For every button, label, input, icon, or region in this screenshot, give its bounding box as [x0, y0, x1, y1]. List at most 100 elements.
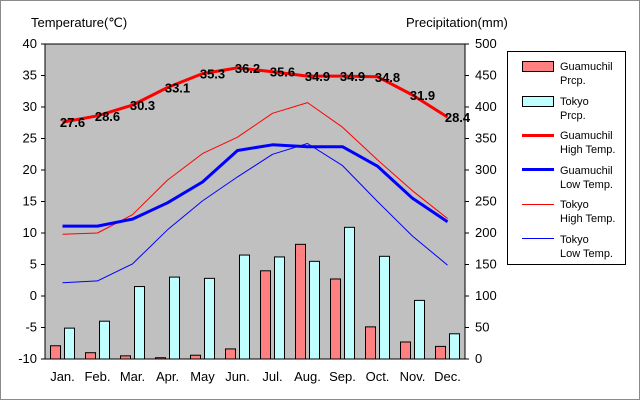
- x-tick-label: Apr.: [156, 369, 179, 384]
- x-tick-label: Oct.: [366, 369, 390, 384]
- bar-guamuchil-prcp: [330, 278, 341, 360]
- data-label: 36.2: [235, 61, 260, 76]
- right-tick-label: 150: [475, 257, 497, 272]
- right-tick-label: 200: [475, 225, 497, 240]
- right-tick-label: 250: [475, 194, 497, 209]
- bar-tokyo-prcp: [449, 333, 460, 360]
- line-tokyo-low-temp: [62, 143, 448, 284]
- right-tick-label: 500: [475, 36, 497, 51]
- legend-label: Guamuchil Prcp.: [560, 60, 613, 88]
- bar-guamuchil-prcp: [190, 354, 201, 360]
- right-tick-label: 0: [475, 351, 482, 366]
- bar-tokyo-prcp: [414, 299, 425, 360]
- bar-guamuchil-prcp: [365, 326, 376, 360]
- legend-item: Guamuchil Prcp.: [508, 58, 627, 92]
- legend-label-line1: Tokyo: [560, 233, 589, 246]
- data-label: 30.3: [130, 98, 155, 113]
- bar-guamuchil-prcp: [295, 243, 306, 360]
- bar-tokyo-prcp: [134, 286, 145, 360]
- left-tick-label: 40: [23, 36, 37, 51]
- legend-label: Guamuchil High Temp.: [560, 129, 615, 157]
- bar-tokyo-prcp: [239, 254, 250, 360]
- left-tick-label: 0: [30, 288, 37, 303]
- bar-tokyo-prcp: [379, 255, 390, 360]
- right-tick-label: 100: [475, 288, 497, 303]
- bar-guamuchil-prcp: [400, 341, 411, 360]
- left-axis-title: Temperature(℃): [31, 15, 128, 30]
- x-tick-label: Nov.: [400, 369, 426, 384]
- bar-guamuchil-prcp: [260, 270, 271, 360]
- bar-tokyo-prcp: [309, 260, 320, 360]
- left-tick-label: -10: [18, 351, 37, 366]
- line-guamuchil-high-temp: [62, 66, 449, 124]
- right-tick-label: 300: [475, 162, 497, 177]
- legend-label-line2: Low Temp.: [560, 178, 613, 191]
- bar-guamuchil-prcp: [50, 345, 61, 360]
- legend-label: Tokyo Prcp.: [560, 95, 589, 123]
- bar-guamuchil-prcp: [155, 357, 166, 360]
- x-tick-label: Jun.: [225, 369, 250, 384]
- legend-line-swatch: [522, 238, 554, 239]
- legend-item: Guamuchil Low Temp.: [508, 162, 627, 196]
- legend-item: Tokyo Prcp.: [508, 93, 627, 127]
- data-label: 35.6: [270, 65, 295, 80]
- left-tick-label: 25: [23, 131, 37, 146]
- x-tick-label: Jul.: [262, 369, 282, 384]
- data-label: 34.9: [340, 69, 365, 84]
- legend-label-line2: Low Temp.: [560, 247, 613, 260]
- left-tick-label: 35: [23, 68, 37, 83]
- legend-bar-swatch: [522, 61, 554, 72]
- legend-item: Tokyo Low Temp.: [508, 231, 627, 265]
- plot-area: [44, 43, 466, 360]
- left-tick-label: 15: [23, 194, 37, 209]
- bar-guamuchil-prcp: [435, 345, 446, 360]
- data-label: 34.9: [305, 69, 330, 84]
- left-tick-label: -5: [25, 320, 37, 335]
- right-tick-label: 400: [475, 99, 497, 114]
- legend-label-line1: Guamuchil: [560, 164, 613, 177]
- left-tick-label: 30: [23, 99, 37, 114]
- bar-tokyo-prcp: [169, 276, 180, 360]
- legend-line-swatch: [522, 203, 554, 205]
- bar-tokyo-prcp: [204, 277, 215, 360]
- x-tick-label: Jan.: [50, 369, 75, 384]
- left-tick-label: 20: [23, 162, 37, 177]
- bar-guamuchil-prcp: [225, 348, 236, 360]
- legend-line-swatch: [522, 168, 554, 171]
- data-label: 33.1: [165, 80, 190, 95]
- legend-label: Guamuchil Low Temp.: [560, 164, 613, 192]
- legend-label-line1: Tokyo: [560, 199, 589, 211]
- right-tick-label: 450: [475, 68, 497, 83]
- legend: Guamuchil Prcp. Tokyo Prcp. Guamuchil High Te…: [507, 51, 626, 265]
- bar-tokyo-prcp: [99, 320, 110, 360]
- bar-tokyo-prcp: [64, 327, 75, 360]
- x-tick-label: Feb.: [84, 369, 110, 384]
- right-tick-label: 50: [475, 320, 489, 335]
- data-label: 28.6: [95, 109, 120, 124]
- line-guamuchil-low-temp: [62, 143, 449, 228]
- bar-guamuchil-prcp: [85, 352, 96, 360]
- legend-label: Tokyo High Temp.: [560, 198, 615, 226]
- line-tokyo-high-temp: [62, 102, 448, 235]
- left-tick-label: 5: [30, 257, 37, 272]
- x-tick-label: Aug.: [294, 369, 321, 384]
- x-tick-label: Sep.: [329, 369, 356, 384]
- legend-bar-swatch: [522, 95, 554, 107]
- legend-label-line1: Tokyo: [560, 95, 589, 108]
- bar-tokyo-prcp: [344, 226, 355, 360]
- bar-guamuchil-prcp: [120, 355, 131, 360]
- legend-line-swatch: [522, 133, 554, 137]
- legend-label-line2: Prcp.: [560, 109, 586, 122]
- bar-tokyo-prcp: [274, 256, 285, 360]
- legend-label-line1: Guamuchil: [560, 61, 613, 73]
- x-tick-label: May: [190, 369, 215, 384]
- x-tick-label: Mar.: [120, 369, 145, 384]
- legend-label-line2: Prcp.: [560, 75, 586, 87]
- x-tick-label: Dec.: [434, 369, 461, 384]
- right-tick-label: 350: [475, 131, 497, 146]
- right-axis-title: Precipitation(mm): [406, 15, 508, 30]
- left-tick-label: 10: [23, 225, 37, 240]
- data-label: 35.3: [200, 67, 225, 82]
